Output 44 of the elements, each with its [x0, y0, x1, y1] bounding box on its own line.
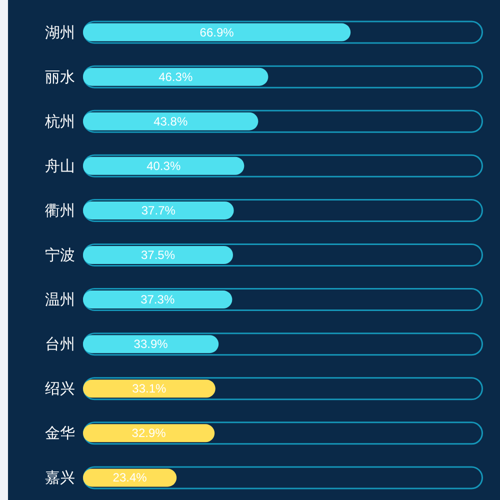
bar: [83, 422, 483, 445]
bar: [83, 23, 351, 42]
data-label: 37.7%: [141, 203, 176, 218]
y-tick-label: 温州: [45, 290, 75, 309]
y-tick-label: 嘉兴: [45, 468, 75, 487]
data-label: 23.4%: [112, 470, 148, 485]
bar: [83, 468, 177, 487]
bar: [83, 156, 244, 175]
bar: [83, 377, 483, 400]
data-label: 43.8%: [154, 114, 188, 128]
data-label: 40.3%: [146, 158, 181, 173]
bar: [83, 335, 219, 354]
bar: [83, 246, 233, 264]
bar: [83, 154, 483, 178]
y-tick-label: 宁波: [45, 246, 75, 264]
y-tick-label: 台州: [45, 335, 75, 354]
bar: [83, 424, 215, 442]
y-tick-label: 衢州: [45, 201, 75, 220]
data-label: 33.9%: [134, 337, 168, 352]
data-label: 66.9%: [200, 25, 234, 40]
data-label: 37.3%: [140, 292, 175, 307]
bar: [83, 244, 483, 266]
y-tick-label: 绍兴: [45, 380, 75, 398]
data-label: 33.1%: [132, 382, 167, 396]
y-tick-label: 丽水: [45, 68, 75, 86]
bar: [83, 332, 483, 356]
y-tick-label: 舟山: [45, 156, 75, 175]
bar: [83, 288, 483, 312]
bar: [83, 110, 483, 133]
bar: [83, 466, 483, 490]
bar: [83, 112, 258, 130]
bar: [83, 290, 232, 309]
data-label: 32.9%: [132, 426, 166, 440]
data-label: 37.5%: [140, 248, 176, 262]
bar: [83, 198, 483, 222]
y-tick-label: 金华: [45, 424, 75, 442]
bar: [83, 20, 483, 44]
bar: [83, 68, 268, 86]
data-label: 46.3%: [158, 70, 193, 84]
y-tick-label: 杭州: [44, 112, 75, 130]
y-tick-label: 湖州: [45, 23, 75, 42]
bar: [83, 380, 216, 398]
bar: [83, 65, 483, 88]
bar: [83, 201, 234, 220]
